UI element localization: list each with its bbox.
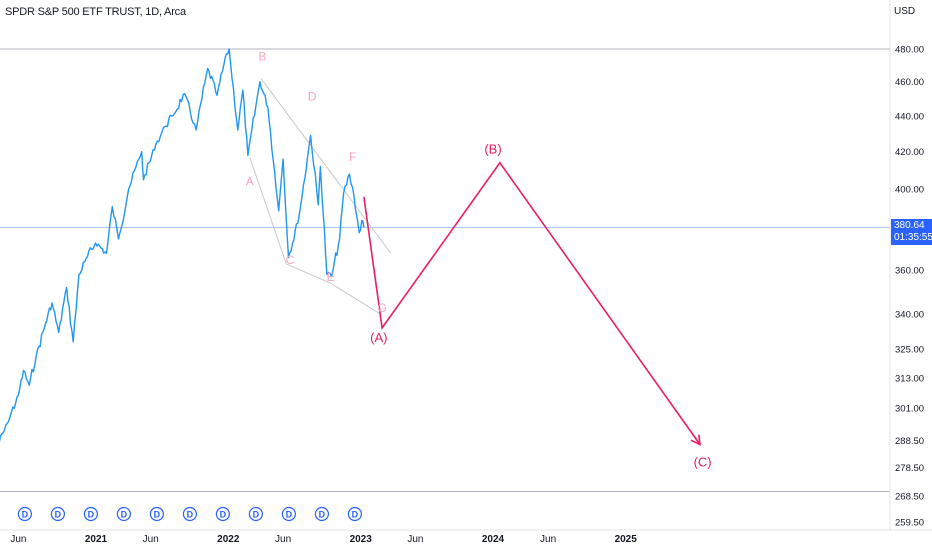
dividend-marker-circle [83, 506, 99, 522]
currency-label[interactable]: USD [894, 6, 916, 17]
dividend-marker-label: D [352, 510, 359, 520]
time-tick-label: Jun [407, 534, 423, 545]
dividend-marker-circle [314, 506, 329, 522]
time-tick-label: 2025 [615, 534, 638, 545]
price-tick-label: 301.00 [895, 403, 924, 414]
wave-label[interactable]: (B) [484, 142, 501, 157]
time-tick-label: 2023 [350, 534, 373, 545]
dividend-marker-label: D [319, 510, 326, 520]
forecast-wave-path[interactable] [363, 161, 701, 445]
time-tick-label: Jun [143, 534, 159, 545]
price-tick-label: 288.50 [895, 436, 924, 447]
price-series-line[interactable] [0, 48, 365, 450]
pattern-label[interactable]: D [308, 89, 317, 103]
dividend-marker[interactable]: D [347, 506, 362, 522]
dividend-marker-circle [347, 506, 362, 522]
dividend-marker-label: D [88, 510, 95, 520]
dividend-marker[interactable]: D [248, 506, 263, 522]
dividend-marker-label: D [220, 510, 227, 520]
price-tick-label: 268.50 [895, 491, 924, 502]
dividend-marker[interactable]: D [314, 506, 329, 522]
price-tick-label: 440.00 [895, 111, 924, 122]
pattern-label[interactable]: G [377, 301, 386, 315]
dividend-marker[interactable]: D [116, 506, 132, 522]
price-tick-label: 259.50 [895, 518, 924, 529]
dividend-marker-circle [182, 506, 197, 522]
price-axis[interactable]: 480.00 460.00 440.00 420.00 400.00 360.00 340.… [895, 45, 924, 529]
dividend-marker[interactable]: D [83, 506, 99, 522]
pattern-label[interactable]: A [246, 174, 254, 188]
dividend-marker-label: D [121, 510, 128, 520]
pattern-label[interactable]: E [327, 270, 335, 284]
price-tick-label: 420.00 [895, 147, 924, 158]
wave-label[interactable]: (C) [694, 454, 712, 469]
pattern-label[interactable]: F [349, 150, 356, 164]
price-tick-label: 278.50 [895, 463, 924, 474]
dividend-marker-circle [17, 506, 32, 522]
dividend-marker-circle [215, 506, 230, 522]
time-tick-label: 2024 [482, 534, 505, 545]
dividend-marker-label: D [154, 510, 161, 520]
dividend-marker-circle [50, 506, 66, 522]
last-price-badge: 380.64 01:35:55 [891, 219, 932, 246]
price-tick-label: 340.00 [895, 310, 924, 321]
dividend-marker-label: D [286, 510, 293, 520]
price-tick-label: 313.00 [895, 373, 924, 384]
price-tick-label: 480.00 [895, 45, 924, 56]
price-tick-label: 460.00 [895, 77, 924, 88]
time-tick-label: Jun [10, 534, 26, 545]
time-tick-label: 2022 [217, 534, 240, 545]
time-axis[interactable]: Jun 2021 Jun 2022 Jun 2023 Jun 2024 Jun 2025 [10, 534, 637, 545]
dividend-marker[interactable]: D [17, 506, 32, 522]
dividend-marker-label: D [22, 510, 29, 520]
dividend-marker[interactable]: D [149, 506, 164, 522]
forecast-arrowhead [690, 434, 701, 446]
pattern-label[interactable]: B [258, 49, 266, 63]
pattern-trendline[interactable] [260, 78, 392, 254]
time-tick-label: Jun [540, 534, 556, 545]
wave-label[interactable]: (A) [370, 330, 387, 345]
dividend-marker-circle [149, 506, 164, 522]
dividend-marker[interactable]: D [182, 506, 197, 522]
dividend-marker-label: D [187, 510, 194, 520]
pattern-label[interactable]: C [286, 253, 295, 267]
pattern-trendline[interactable] [249, 157, 381, 315]
last-price: 380.64 [894, 220, 925, 232]
time-tick-label: 2021 [85, 534, 108, 545]
dividend-marker[interactable]: D [50, 506, 66, 522]
price-tick-label: 325.00 [895, 344, 924, 355]
dividend-marker-label: D [253, 510, 260, 520]
dividend-marker[interactable]: D [215, 506, 230, 522]
symbol-title[interactable]: SPDR S&P 500 ETF TRUST, 1D, Arca [5, 6, 186, 18]
dividend-marker-label: D [55, 510, 62, 520]
bar-countdown: 01:35:55 [894, 232, 932, 244]
dividend-marker[interactable]: D [281, 506, 296, 522]
dividend-marker-circle [248, 506, 263, 522]
dividend-marker-circle [281, 506, 296, 522]
time-tick-label: Jun [275, 534, 291, 545]
dividend-marker-circle [116, 506, 132, 522]
price-tick-label: 400.00 [895, 185, 924, 196]
price-tick-label: 360.00 [895, 266, 924, 277]
